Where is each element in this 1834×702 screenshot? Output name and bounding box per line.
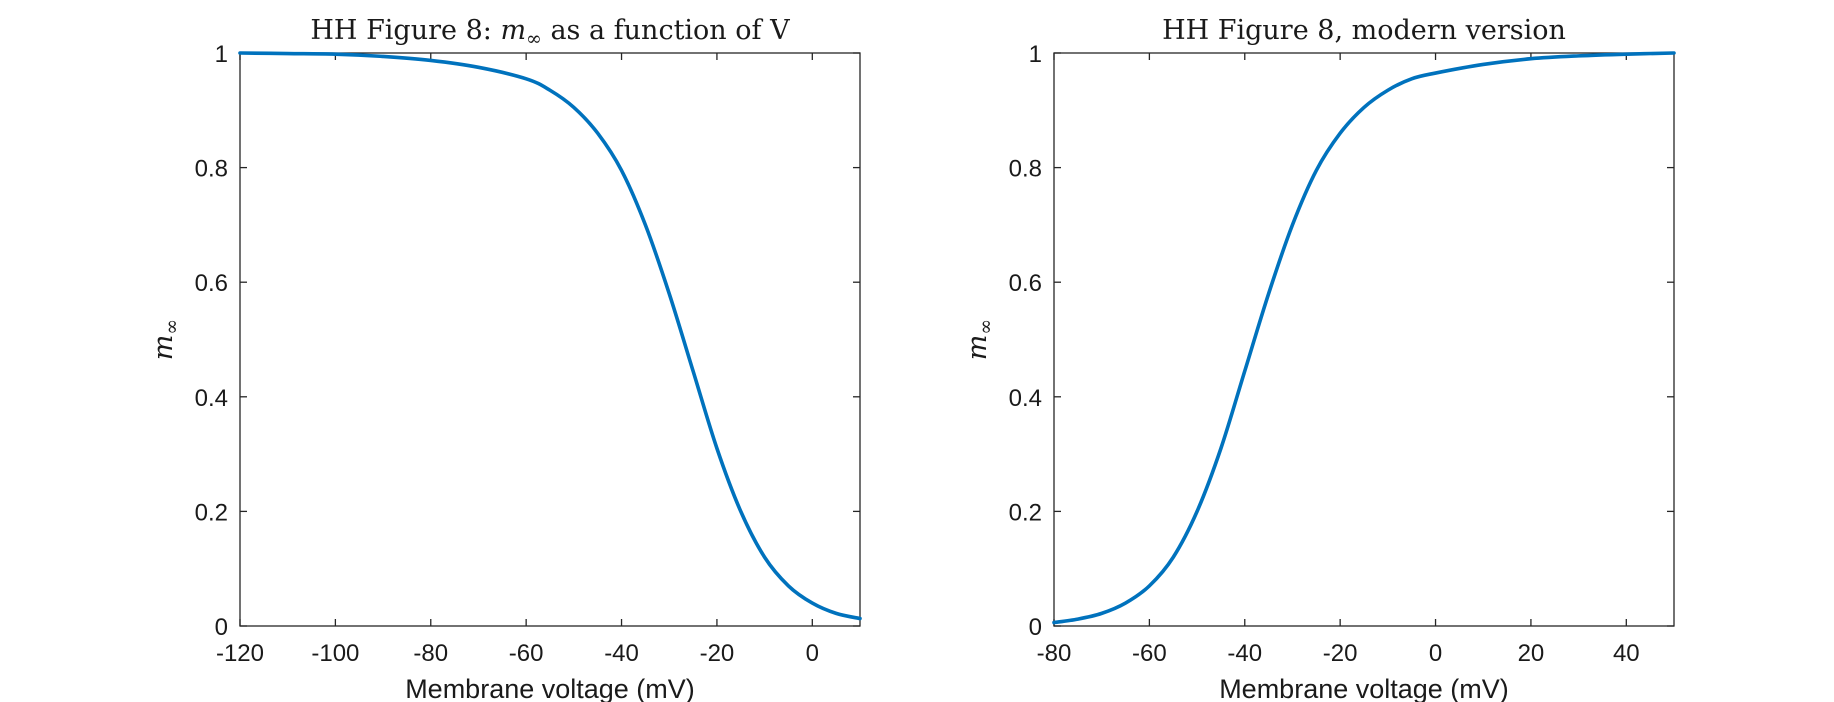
y-label-symbol: m [148, 335, 179, 361]
chart-right: -80 -60 -40 -20 0 20 40 0 0.2 0.4 0.6 0.8 1 HH Figure… [962, 15, 1676, 702]
series-line [1052, 51, 1676, 625]
chart-left: -120 -100 -80 -60 -40 -20 0 0 0.2 0.4 0.6 0.8 1 HH Fi… [148, 15, 862, 702]
x-tick-label: -40 [1227, 640, 1262, 667]
x-tick-label: -80 [1037, 640, 1072, 667]
x-tick-label: -20 [1323, 640, 1358, 667]
y-tick-label: 0 [215, 614, 228, 641]
x-tick-label: -60 [509, 640, 544, 667]
y-label-symbol: m [962, 335, 993, 361]
x-tick-label: -40 [604, 640, 639, 667]
y-label-subscript: ∞ [161, 319, 183, 335]
x-tick-label: 20 [1518, 640, 1545, 667]
y-tick-label: 0.4 [1009, 385, 1042, 412]
x-tick-label: 40 [1613, 640, 1640, 667]
series-line [238, 51, 862, 621]
axes-box [239, 52, 861, 627]
y-tick-label: 0.2 [1009, 499, 1042, 526]
axes-box [1053, 52, 1675, 627]
x-tick-label: 0 [1429, 640, 1442, 667]
y-tick-label: 1 [215, 41, 228, 68]
y-tick-label: 0.4 [195, 385, 228, 412]
x-axis-label: Membrane voltage (mV) [405, 674, 695, 702]
y-axis-label: m∞ [962, 319, 997, 360]
title-suffix: as a function of V [542, 15, 790, 46]
chart-title: HH Figure 8, modern version [1162, 15, 1566, 46]
y-tick-label: 0.6 [1009, 270, 1042, 297]
y-tick-label: 0.6 [195, 270, 228, 297]
x-axis-label: Membrane voltage (mV) [1219, 674, 1509, 702]
x-tick-label: -20 [700, 640, 735, 667]
chart-title: HH Figure 8: m∞ as a function of V [310, 15, 790, 50]
y-tick-label: 1 [1029, 41, 1042, 68]
y-tick-label: 0.8 [195, 156, 228, 183]
x-tick-label: -120 [216, 640, 264, 667]
y-label-subscript: ∞ [975, 319, 997, 335]
y-axis-label: m∞ [148, 319, 183, 360]
y-tick-label: 0.2 [195, 499, 228, 526]
x-tick-label: -100 [311, 640, 359, 667]
title-prefix: HH Figure 8: [310, 15, 500, 46]
x-tick-label: 0 [806, 640, 819, 667]
x-tick-label: -80 [413, 640, 448, 667]
title-subscript: ∞ [526, 28, 542, 50]
y-tick-label: 0.8 [1009, 156, 1042, 183]
x-tick-label: -60 [1132, 640, 1167, 667]
y-tick-label: 0 [1029, 614, 1042, 641]
title-symbol: m [500, 15, 526, 46]
